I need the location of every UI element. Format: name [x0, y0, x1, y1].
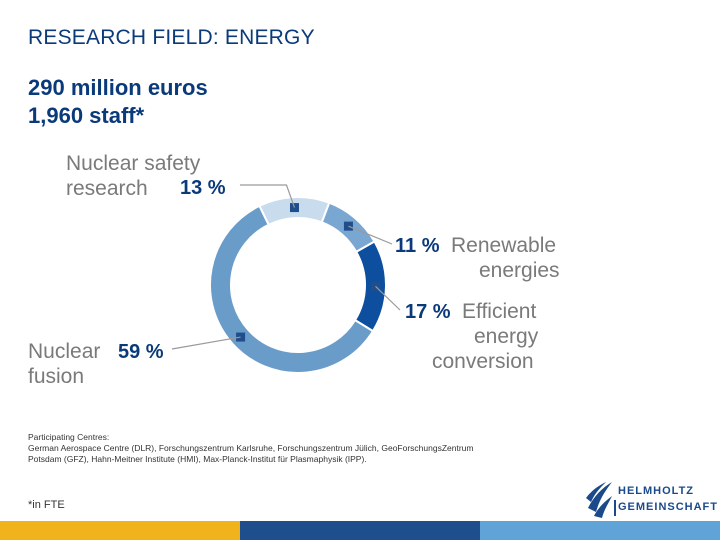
label-renewable-line2: energies	[479, 259, 560, 282]
label-renewable-line1: Renewable	[451, 234, 556, 257]
bottom-bar-yellow	[0, 521, 240, 540]
label-efficient-percent: 17 %	[405, 301, 451, 323]
participating-centres: Participating Centres: German Aerospace …	[28, 432, 588, 465]
slide-title: RESEARCH FIELD: ENERGY	[28, 26, 315, 49]
footnote: *in FTE	[28, 499, 65, 511]
label-efficient-line3: conversion	[432, 350, 534, 373]
participating-heading: Participating Centres:	[28, 432, 110, 442]
headline-staff: 1,960 staff*	[28, 103, 145, 128]
label-nuclear-safety-percent: 13 %	[180, 177, 226, 199]
logo-divider	[614, 500, 616, 516]
logo-word-helmholtz: HELMHOLTZ	[618, 485, 695, 497]
donut-slice-fusion	[209, 204, 375, 374]
donut-slice-efficient	[353, 240, 387, 333]
participating-line2: Potsdam (GFZ), Hahn-Meitner Institute (H…	[28, 454, 367, 464]
leader-line-fusion	[171, 336, 241, 350]
label-nuclear-safety-line1: Nuclear safety	[66, 152, 201, 175]
participating-line1: German Aerospace Centre (DLR), Forschung…	[28, 443, 474, 453]
leader-line-nuclear-safety	[240, 184, 296, 208]
label-efficient-line2: energy	[474, 325, 539, 348]
bottom-bar-lightblue	[480, 521, 720, 540]
headline-budget: 290 million euros	[28, 75, 208, 100]
helmholtz-logo-icon	[586, 482, 612, 518]
helmholtz-logo: HELMHOLTZ GEMEINSCHAFT	[584, 474, 717, 520]
headline: 290 million euros 1,960 staff*	[28, 74, 208, 130]
label-fusion-line1: Nuclear	[28, 340, 100, 363]
leader-line-efficient	[375, 285, 401, 311]
logo-word-gemeinschaft: GEMEINSCHAFT	[618, 501, 718, 513]
label-renewable-percent: 11 %	[395, 235, 440, 257]
leader-line-renewable	[348, 225, 393, 245]
bottom-bar-navy	[240, 521, 480, 540]
label-nuclear-safety-line2: research	[66, 177, 148, 200]
label-fusion-line2: fusion	[28, 365, 84, 388]
label-fusion-percent: 59 %	[118, 341, 164, 363]
label-efficient-line1: Efficient	[462, 300, 536, 323]
